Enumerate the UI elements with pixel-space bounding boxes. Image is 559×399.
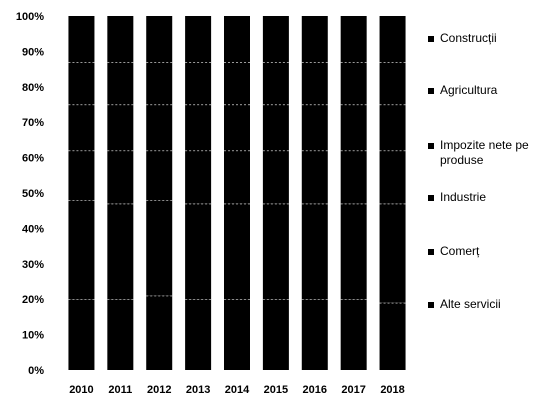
bar-segment xyxy=(68,150,95,201)
bar-segment xyxy=(146,295,173,370)
bar-segment xyxy=(68,104,95,151)
bar-segment xyxy=(262,299,289,370)
x-axis-ticks: 2010 2011 2012 2013 2014 2015 2016 2017 2018 xyxy=(69,384,405,396)
x-tick-label: 2011 xyxy=(108,384,132,396)
legend-swatch xyxy=(428,249,434,255)
legend-swatch xyxy=(428,88,434,94)
y-tick-label: 10% xyxy=(22,330,44,342)
bar-segment xyxy=(107,16,134,63)
x-tick-label: 2016 xyxy=(303,384,327,396)
y-tick-label: 50% xyxy=(22,188,44,200)
x-tick-label: 2017 xyxy=(341,384,365,396)
bar-segment xyxy=(185,150,212,204)
legend-label: Industrie xyxy=(440,190,487,204)
bar-segment xyxy=(340,16,367,63)
bar-segment xyxy=(107,203,134,300)
bar-segment xyxy=(262,104,289,151)
bar-segment xyxy=(68,200,95,300)
bar-segment xyxy=(301,104,328,151)
legend-item-industrie: Industrie xyxy=(428,190,556,205)
bars xyxy=(68,16,406,370)
y-tick-label: 70% xyxy=(22,117,44,129)
bar-segment xyxy=(68,299,95,370)
y-tick-label: 60% xyxy=(22,153,44,165)
legend: Construcții Agricultura Impozite nete pe… xyxy=(428,0,556,399)
bar-segment xyxy=(185,299,212,370)
y-tick-label: 90% xyxy=(22,46,44,58)
bar-segment xyxy=(185,16,212,63)
legend-swatch xyxy=(428,302,434,308)
bar-segment xyxy=(224,104,250,151)
bar-segment xyxy=(340,299,367,370)
bar-segment xyxy=(301,16,328,63)
legend-label: Construcții xyxy=(440,31,497,45)
legend-label: Alte servicii xyxy=(440,297,501,311)
legend-swatch xyxy=(428,143,434,149)
bar-segment xyxy=(379,302,406,370)
bar-segment xyxy=(262,62,289,105)
bar-segment xyxy=(107,299,134,370)
bar-segment xyxy=(185,62,212,105)
bar-segment xyxy=(185,203,212,300)
bar-segment xyxy=(185,104,212,151)
y-tick-label: 40% xyxy=(22,223,44,235)
bar-segment xyxy=(379,62,406,105)
bar-segment xyxy=(379,150,406,204)
legend-item-comert: Comerț xyxy=(428,244,556,259)
bar-segment xyxy=(107,104,134,151)
y-tick-label: 80% xyxy=(22,82,44,94)
y-axis-ticks: 0% 10% 20% 30% 40% 50% 60% 70% 80% 90% 100% xyxy=(16,11,44,377)
bar-segment xyxy=(262,150,289,204)
legend-label: Comerț xyxy=(440,244,480,258)
y-tick-label: 20% xyxy=(22,294,44,306)
bar-segment xyxy=(224,203,250,300)
x-tick-label: 2014 xyxy=(225,384,250,396)
y-tick-label: 30% xyxy=(22,259,44,271)
x-tick-label: 2018 xyxy=(380,384,404,396)
legend-swatch xyxy=(428,195,434,201)
bar-segment xyxy=(340,62,367,105)
legend-label: Impozite nete pe produse xyxy=(440,138,529,167)
legend-swatch xyxy=(428,36,434,42)
bar-segment xyxy=(301,62,328,105)
bar-segment xyxy=(262,16,289,63)
legend-item-impozite: Impozite nete pe produse xyxy=(428,138,556,168)
bar-segment xyxy=(68,16,95,63)
bar-segment xyxy=(146,104,173,151)
bar-segment xyxy=(379,203,406,303)
bar-segment xyxy=(379,104,406,151)
bar-segment xyxy=(340,150,367,204)
x-tick-label: 2010 xyxy=(69,384,93,396)
bar-segment xyxy=(224,150,250,204)
legend-item-alte-servicii: Alte servicii xyxy=(428,297,556,312)
bar-segment xyxy=(146,16,173,63)
y-tick-label: 0% xyxy=(28,365,44,377)
bar-segment xyxy=(301,150,328,204)
bar-segment xyxy=(301,299,328,370)
bar-segment xyxy=(301,203,328,300)
bar-segment xyxy=(146,150,173,201)
bar-segment xyxy=(107,150,134,204)
x-tick-label: 2015 xyxy=(264,384,288,396)
bar-segment xyxy=(107,62,134,105)
legend-label: Agricultura xyxy=(440,83,498,97)
y-tick-label: 100% xyxy=(16,11,44,23)
bar-segment xyxy=(262,203,289,300)
x-tick-label: 2013 xyxy=(186,384,210,396)
legend-item-agricultura: Agricultura xyxy=(428,83,556,98)
bar-segment xyxy=(224,299,250,370)
bar-segment xyxy=(224,16,250,63)
bar-segment xyxy=(340,203,367,300)
bar-segment xyxy=(68,62,95,105)
bar-segment xyxy=(146,62,173,105)
bar-segment xyxy=(340,104,367,151)
bar-segment xyxy=(146,200,173,296)
legend-item-construcții: Construcții xyxy=(428,31,556,46)
x-tick-label: 2012 xyxy=(147,384,171,396)
bar-segment xyxy=(379,16,406,63)
bar-segment xyxy=(224,62,250,105)
